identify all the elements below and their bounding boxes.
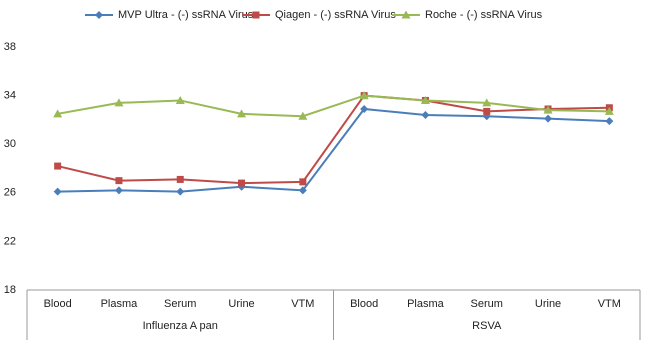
x-tick-label: Plasma	[407, 298, 445, 310]
x-tick-label: Blood	[44, 298, 72, 310]
data-point	[483, 107, 491, 115]
y-tick-label: 22	[4, 235, 16, 247]
y-tick-label: 38	[4, 41, 16, 53]
data-point	[421, 111, 430, 120]
data-point	[114, 98, 124, 107]
group-label: Influenza A pan	[143, 320, 218, 332]
x-tick-label: Plasma	[101, 298, 139, 310]
x-tick-label: Urine	[228, 298, 254, 310]
y-tick-label: 30	[4, 138, 16, 150]
data-point	[114, 186, 123, 195]
x-tick-label: VTM	[291, 298, 314, 310]
data-point	[176, 187, 185, 196]
x-tick-label: VTM	[598, 298, 621, 310]
data-point	[54, 162, 62, 170]
y-tick-label: 18	[4, 284, 16, 296]
data-point	[360, 104, 369, 113]
series-line	[57, 94, 610, 118]
data-point	[420, 95, 430, 104]
legend-marker	[252, 11, 260, 19]
x-tick-label: Serum	[164, 298, 196, 310]
legend-label: MVP Ultra - (-) ssRNA Virus	[118, 9, 254, 21]
x-tick-label: Blood	[350, 298, 378, 310]
x-tick-label: Serum	[471, 298, 503, 310]
data-point	[298, 186, 307, 195]
data-point	[176, 175, 184, 183]
y-tick-label: 26	[4, 187, 16, 199]
data-point	[237, 109, 247, 118]
data-point	[53, 109, 63, 118]
legend-marker	[401, 10, 411, 19]
legend-marker	[95, 11, 103, 19]
data-point	[115, 177, 123, 185]
series-line	[57, 94, 610, 185]
group-label: RSVA	[472, 320, 502, 332]
data-point	[175, 95, 185, 104]
data-point	[238, 179, 246, 187]
data-point	[299, 178, 307, 186]
data-point	[543, 105, 553, 114]
legend-label: Qiagen - (-) ssRNA Virus	[275, 9, 396, 21]
data-point	[53, 187, 62, 196]
data-point	[604, 106, 614, 115]
data-point	[544, 114, 553, 123]
data-point	[359, 91, 369, 100]
data-point	[605, 117, 614, 126]
y-tick-label: 34	[4, 90, 16, 102]
legend-label: Roche - (-) ssRNA Virus	[425, 9, 543, 21]
series-line	[57, 107, 610, 193]
x-tick-label: Urine	[535, 298, 561, 310]
data-point	[482, 98, 492, 107]
data-point	[298, 111, 308, 120]
